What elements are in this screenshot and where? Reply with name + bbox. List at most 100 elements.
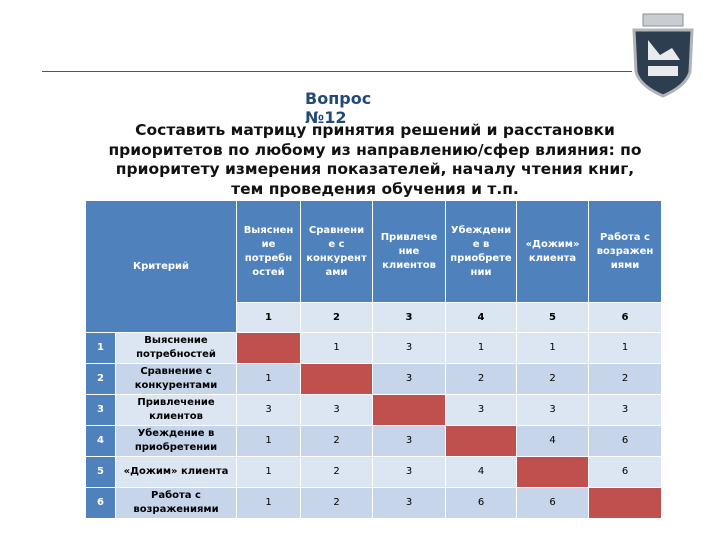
score-cell: 3: [588, 394, 662, 426]
header-line: е с: [328, 238, 345, 250]
row-label: Убеждение в приобретении: [115, 425, 237, 457]
score-cell: 2: [300, 425, 373, 457]
header-line: нии: [470, 266, 492, 278]
diagonal-cell: [300, 363, 373, 395]
diagonal-cell: [445, 425, 517, 457]
score-cell: 2: [300, 487, 373, 519]
matrix-row: 4 Убеждение в приобретении 1 2 3 4 6: [85, 425, 662, 457]
logo: [632, 13, 694, 98]
score-cell: 1: [236, 363, 301, 395]
score-cell: 6: [445, 487, 517, 519]
header-line: е в: [472, 238, 490, 250]
diagonal-cell: [516, 456, 589, 488]
score-cell: 2: [445, 363, 517, 395]
diagonal-cell: [236, 332, 301, 364]
header-line: Сравнени: [308, 224, 365, 236]
title-line: приоритету измерения показателей, началу…: [115, 160, 635, 178]
corner-cell: Критерий: [85, 200, 237, 333]
diagonal-cell: [588, 487, 662, 519]
header-line: клиента: [528, 252, 577, 264]
score-cell: 2: [300, 456, 373, 488]
header-line: иями: [610, 259, 640, 271]
score-cell: 1: [445, 332, 517, 364]
score-cell: 6: [516, 487, 589, 519]
row-label: Работа с возражениями: [115, 487, 237, 519]
score-cell: 3: [300, 394, 373, 426]
matrix-row: 6 Работа с возражениями 1 2 3 6 6: [85, 487, 662, 519]
score-cell: 4: [516, 425, 589, 457]
score-cell: 3: [516, 394, 589, 426]
score-cell: 2: [516, 363, 589, 395]
title: Составить матрицу принятия решений и рас…: [80, 121, 670, 199]
header-line: клиентов: [382, 259, 436, 271]
column-number: 4: [445, 302, 517, 333]
row-label: Сравнение с конкурентами: [115, 363, 237, 395]
divider: [42, 71, 632, 72]
header-line: ие: [261, 238, 276, 250]
score-cell: 3: [372, 487, 446, 519]
heading: Вопрос №12: [305, 89, 372, 127]
score-cell: 3: [372, 332, 446, 364]
column-header: Сравнени е с конкурент ами: [300, 200, 373, 303]
matrix-row: 5 «Дожим» клиента 1 2 3 4 6: [85, 456, 662, 488]
row-number: 2: [85, 363, 116, 395]
score-cell: 1: [588, 332, 662, 364]
header-line: Привлече: [380, 231, 438, 243]
column-number: 5: [516, 302, 589, 333]
column-header: Выяснен ие потребн остей: [236, 200, 301, 303]
header-line: ами: [325, 266, 348, 278]
header-line: Выяснен: [243, 224, 294, 236]
decision-matrix: Критерий Выяснен ие потребн остей Сравнени е с…: [85, 200, 662, 519]
score-cell: 1: [516, 332, 589, 364]
title-line: Составить матрицу принятия решений и рас…: [135, 121, 615, 139]
column-number: 3: [372, 302, 446, 333]
title-line: приоритетов по любому из направлению/сфе…: [108, 140, 642, 159]
header-line: конкурент: [306, 252, 367, 264]
header-line: возражен: [596, 245, 654, 257]
header-line: Работа с: [600, 231, 650, 243]
row-number: 4: [85, 425, 116, 457]
diagonal-cell: [372, 394, 446, 426]
column-number: 2: [300, 302, 373, 333]
column-header: «Дожим» клиента: [516, 200, 589, 303]
score-cell: 1: [300, 332, 373, 364]
score-cell: 4: [445, 456, 517, 488]
header-line: Убеждени: [450, 224, 512, 236]
score-cell: 3: [372, 456, 446, 488]
row-label: Выяснение потребностей: [115, 332, 237, 364]
score-cell: 1: [236, 425, 301, 457]
row-label: Привлечение клиентов: [115, 394, 237, 426]
score-cell: 3: [445, 394, 517, 426]
row-number: 6: [85, 487, 116, 519]
score-cell: 1: [236, 487, 301, 519]
header-line: остей: [252, 266, 285, 278]
score-cell: 6: [588, 425, 662, 457]
row-label: «Дожим» клиента: [115, 456, 237, 488]
header-line: приобрете: [450, 252, 512, 264]
column-header: Привлече ние клиентов: [372, 200, 446, 303]
header-row: Критерий Выяснен ие потребн остей Сравнени е с…: [85, 200, 662, 333]
column-header: Работа с возражен иями: [588, 200, 662, 303]
column-number: 6: [588, 302, 662, 333]
score-cell: 3: [372, 425, 446, 457]
row-number: 3: [85, 394, 116, 426]
row-number: 1: [85, 332, 116, 364]
column-header: Убеждени е в приобрете нии: [445, 200, 517, 303]
header-line: «Дожим»: [525, 238, 580, 250]
score-cell: 1: [236, 456, 301, 488]
header-line: ние: [398, 245, 420, 257]
score-cell: 2: [588, 363, 662, 395]
matrix-row: 2 Сравнение с конкурентами 1 3 2 2 2: [85, 363, 662, 395]
row-number: 5: [85, 456, 116, 488]
header-line: потребн: [244, 252, 293, 264]
score-cell: 6: [588, 456, 662, 488]
matrix-row: 1 Выяснение потребностей 1 3 1 1 1: [85, 332, 662, 364]
title-line: тем проведения обучения и т.п.: [231, 179, 519, 198]
score-cell: 3: [236, 394, 301, 426]
matrix-row: 3 Привлечение клиентов 3 3 3 3 3: [85, 394, 662, 426]
column-number: 1: [236, 302, 301, 333]
score-cell: 3: [372, 363, 446, 395]
